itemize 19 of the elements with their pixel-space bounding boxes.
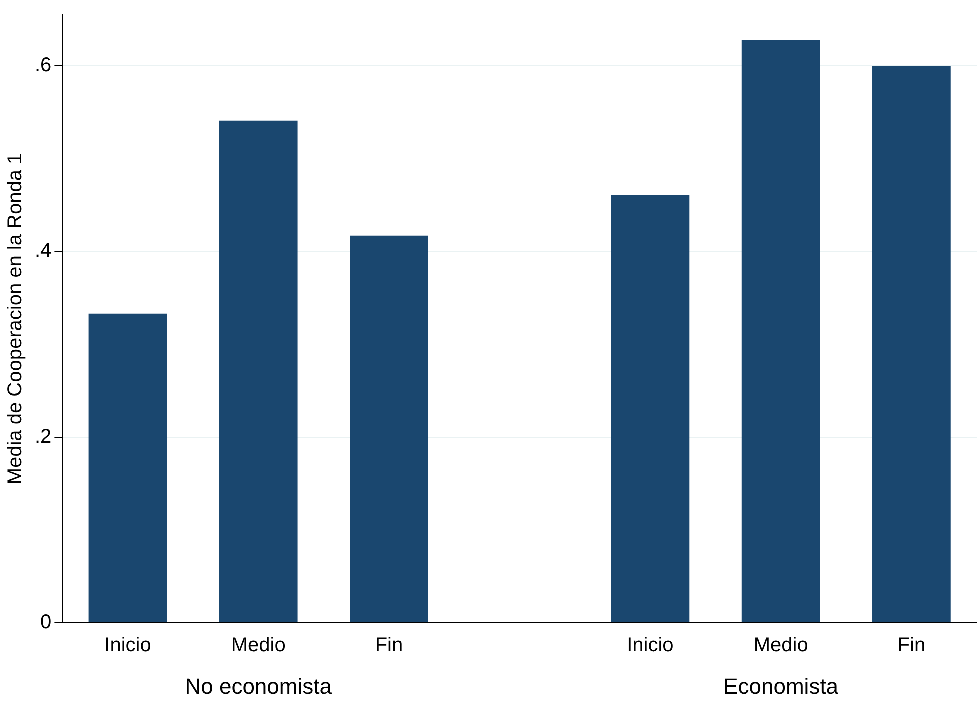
x-tick-label: Fin bbox=[898, 634, 926, 657]
bar bbox=[872, 66, 951, 622]
y-tick-label: .4 bbox=[34, 240, 52, 262]
x-tick-label: Fin bbox=[375, 634, 404, 657]
y-tick-label: .6 bbox=[34, 54, 52, 77]
text: No economista bbox=[185, 674, 333, 700]
bar bbox=[219, 120, 298, 622]
x-tick-label: Medio bbox=[754, 634, 808, 657]
x-tick-label: Inicio bbox=[104, 634, 152, 657]
text: Economista bbox=[724, 674, 840, 700]
y-tick-label: 0 bbox=[40, 612, 52, 634]
bar bbox=[88, 314, 168, 622]
y-axis-title: Media de Cooperacion en la Ronda 1 bbox=[4, 153, 27, 485]
x-tick-label: Medio bbox=[231, 634, 286, 657]
y-tick-label: .2 bbox=[34, 426, 52, 448]
x-tick-label: Inicio bbox=[627, 634, 674, 657]
bar bbox=[350, 236, 428, 622]
bar bbox=[611, 195, 690, 622]
bar bbox=[742, 40, 820, 622]
